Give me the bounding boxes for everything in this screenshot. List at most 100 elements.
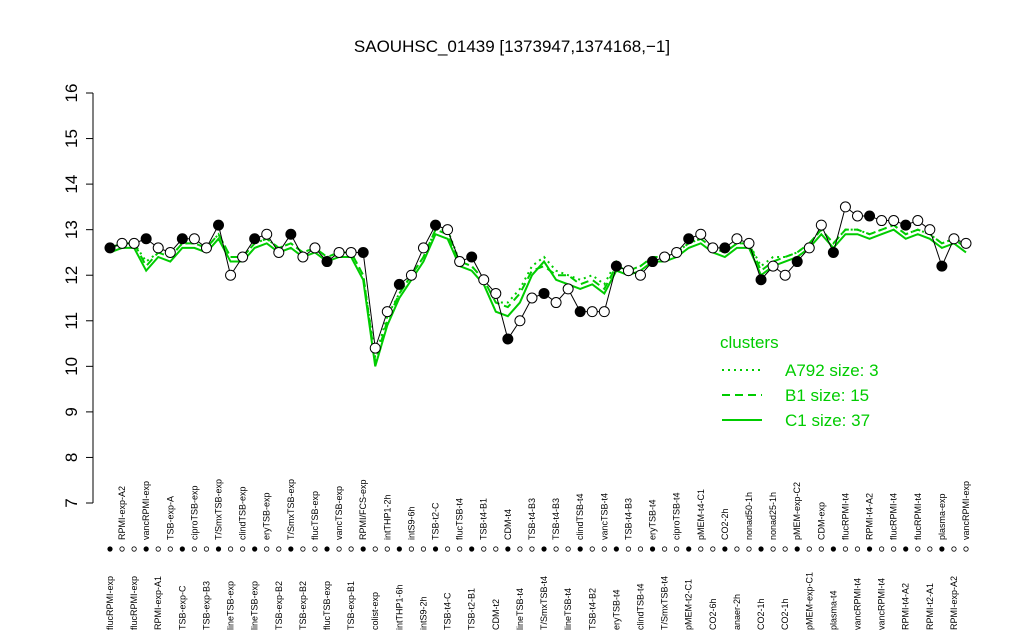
expression-point bbox=[164, 246, 176, 258]
x-tick-label: lineTSB-exp bbox=[250, 581, 260, 630]
sample-dot bbox=[469, 546, 475, 552]
x-tick-label: TSB-exp-B2 bbox=[274, 581, 284, 630]
x-tick-label: T/SmxTSB-t4 bbox=[660, 576, 670, 630]
sample-dot bbox=[444, 546, 451, 552]
expression-point bbox=[213, 219, 225, 231]
sample-dot bbox=[227, 546, 234, 552]
expression-point bbox=[948, 233, 960, 245]
sample-dot bbox=[891, 546, 897, 552]
x-tick-label: flucRPMI-t4 bbox=[840, 493, 850, 540]
sample-dot bbox=[830, 546, 836, 552]
x-tick-label: pMEM-exp-C2 bbox=[792, 482, 802, 540]
x-tick-label: plasma-exp bbox=[937, 493, 947, 540]
x-tick-label: nonad25-1h bbox=[768, 492, 778, 540]
y-tick-label: 10 bbox=[62, 357, 81, 376]
sample-dot bbox=[167, 546, 173, 552]
sample-dot bbox=[866, 546, 873, 552]
x-tick-label: nonad50-1h bbox=[744, 492, 754, 540]
expression-point bbox=[454, 256, 466, 268]
x-tick-label: TSB-t4-B3 bbox=[551, 498, 561, 540]
sample-dot bbox=[432, 546, 439, 552]
expression-point bbox=[659, 251, 671, 263]
sample-dot bbox=[420, 546, 427, 552]
x-tick-label: vancRPMI-exp bbox=[141, 481, 151, 540]
sample-dot bbox=[782, 546, 788, 552]
x-tick-label: TSB-exp-C bbox=[177, 585, 187, 630]
sample-dot bbox=[300, 546, 306, 552]
expression-point bbox=[550, 297, 562, 309]
expression-point bbox=[622, 265, 634, 277]
sample-dot bbox=[903, 546, 909, 552]
expression-point bbox=[442, 224, 454, 236]
expression-point bbox=[176, 233, 188, 245]
x-tick-label: flucTSB-t4 bbox=[455, 498, 465, 540]
sample-dot bbox=[963, 546, 969, 552]
x-tick-label: flucRPMI-exp bbox=[129, 576, 139, 630]
expression-point bbox=[188, 233, 200, 245]
x-tick-label: T/SmxTSB-exp bbox=[214, 479, 224, 540]
chart-title: SAOUHSC_01439 [1373947,1374168,−1] bbox=[354, 37, 670, 56]
expression-point bbox=[478, 274, 490, 286]
sample-dot bbox=[215, 546, 222, 552]
legend-label: B1 size: 15 bbox=[785, 386, 869, 405]
legend-label: A792 size: 3 bbox=[785, 361, 879, 380]
sample-dot bbox=[517, 546, 523, 552]
sample-dot bbox=[457, 546, 463, 552]
sample-dot bbox=[312, 546, 318, 552]
x-tick-label: flucTSB-exp bbox=[310, 491, 320, 540]
expression-point bbox=[417, 242, 429, 254]
sample-dot bbox=[252, 546, 258, 552]
x-tick-label: lineTSB-t4 bbox=[563, 588, 573, 630]
expression-point bbox=[671, 246, 683, 258]
expression-point bbox=[502, 333, 514, 345]
y-tick-label: 11 bbox=[62, 312, 81, 330]
x-tick-label: plasma-t4 bbox=[828, 590, 838, 630]
expression-point bbox=[526, 292, 538, 304]
sample-dot bbox=[854, 546, 861, 552]
expression-point bbox=[321, 256, 333, 268]
x-tick-label: TSB-t2-B1 bbox=[467, 588, 477, 630]
sample-dot bbox=[336, 546, 342, 552]
expression-point bbox=[743, 237, 755, 249]
expression-point bbox=[731, 233, 743, 245]
sample-dot bbox=[288, 546, 294, 552]
expression-point bbox=[634, 269, 646, 281]
sample-dot bbox=[264, 546, 270, 552]
expression-point bbox=[876, 215, 888, 227]
sample-dot bbox=[384, 546, 390, 552]
x-tick-label: vancRPMI-t4 bbox=[877, 578, 887, 630]
legend-title: clusters bbox=[720, 333, 779, 352]
x-tick-label: RPMI-exp-A1 bbox=[153, 576, 163, 630]
expression-point bbox=[104, 242, 116, 254]
expression-point bbox=[514, 315, 526, 327]
x-tick-label: CDM-t4 bbox=[503, 509, 513, 540]
cluster-line bbox=[109, 228, 967, 367]
expression-point bbox=[261, 228, 273, 240]
x-tick-label: RPMI-t4-A2 bbox=[901, 583, 911, 630]
y-tick-label: 8 bbox=[62, 453, 81, 462]
x-tick-label: vancRPMI-exp bbox=[961, 481, 971, 540]
y-tick-label: 16 bbox=[62, 84, 81, 103]
x-tick-label: TSB-exp-B3 bbox=[201, 581, 211, 630]
expression-point bbox=[249, 233, 261, 245]
sample-dot bbox=[806, 546, 812, 552]
x-tick-label: vancTSB-t4 bbox=[599, 493, 609, 540]
x-tick-label: TSB-t4-B1 bbox=[479, 498, 489, 540]
expression-point bbox=[707, 242, 719, 254]
expression-point bbox=[936, 260, 948, 272]
x-tick-label: clindTSB-exp bbox=[238, 486, 248, 540]
x-tick-label: TSB-t4-B3 bbox=[527, 498, 537, 540]
x-tick-label: intTHP1-2h bbox=[382, 494, 392, 540]
expression-point bbox=[490, 287, 502, 299]
x-tick-label: colist-exp bbox=[370, 592, 380, 630]
expression-point bbox=[683, 233, 695, 245]
expression-point bbox=[562, 283, 574, 295]
expression-point bbox=[538, 287, 550, 299]
expression-point bbox=[152, 242, 164, 254]
sample-dot bbox=[770, 546, 776, 552]
sample-dot bbox=[613, 546, 619, 552]
sample-dot bbox=[927, 546, 933, 552]
sample-dot bbox=[529, 546, 535, 552]
x-tick-label: RPMI-exp-A2 bbox=[949, 576, 959, 630]
